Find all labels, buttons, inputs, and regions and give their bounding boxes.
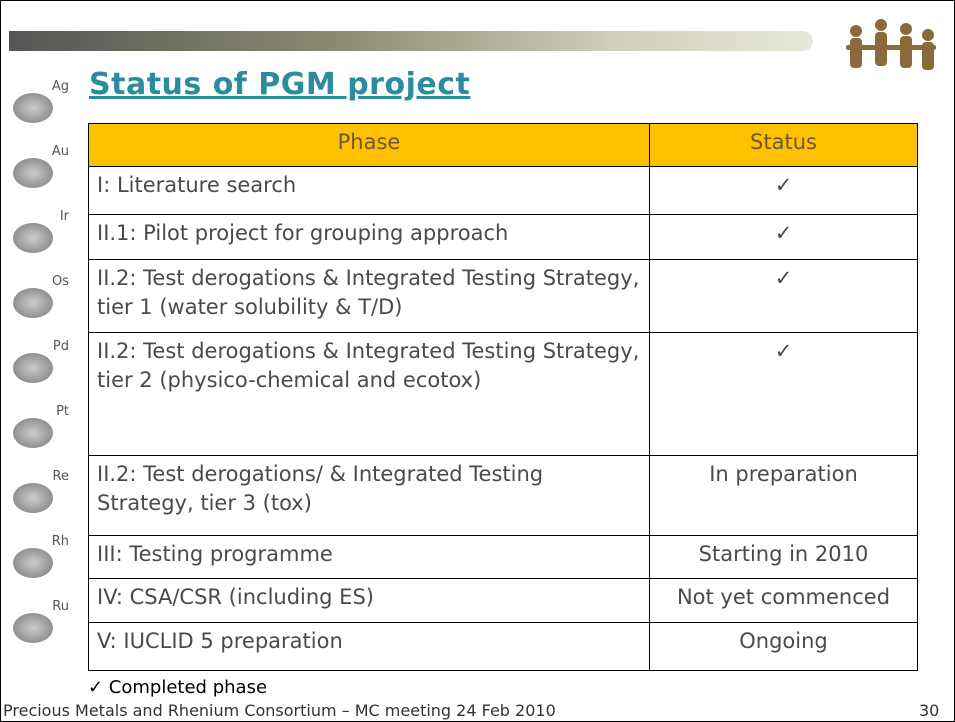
element-label: Os	[51, 274, 69, 289]
element-image	[13, 483, 53, 513]
status-cell: Ongoing	[649, 622, 918, 671]
element-icon: Ru	[9, 599, 69, 659]
table-row: II.2: Test derogations/ & Integrated Tes…	[88, 455, 918, 536]
element-label: Rh	[51, 534, 69, 549]
phase-cell: II.2: Test derogations/ & Integrated Tes…	[88, 455, 650, 536]
element-label: Ag	[51, 79, 69, 94]
logo	[846, 19, 936, 70]
element-icon: Ag	[9, 79, 69, 139]
phase-cell: III: Testing programme	[88, 535, 650, 579]
page-number: 30	[919, 701, 940, 720]
element-label: Pt	[56, 404, 69, 419]
element-icon: Pt	[9, 404, 69, 464]
element-icon: Re	[9, 469, 69, 529]
element-image	[13, 158, 53, 188]
element-image	[13, 93, 53, 123]
table-row: IV: CSA/CSR (including ES) Not yet commen…	[88, 578, 918, 623]
element-label: Ir	[59, 209, 69, 224]
element-label: Pd	[52, 339, 69, 354]
element-label: Re	[52, 469, 69, 484]
column-header: Status	[649, 123, 918, 167]
status-cell: ✓	[649, 332, 918, 456]
element-image	[13, 548, 53, 578]
table-row: II.2: Test derogations & Integrated Test…	[88, 332, 918, 456]
phase-cell: II.1: Pilot project for grouping approac…	[88, 214, 650, 260]
table-row: V: IUCLID 5 preparation Ongoing	[88, 622, 918, 671]
footer-text: Precious Metals and Rhenium Consortium –…	[3, 701, 556, 720]
element-image	[13, 353, 53, 383]
phase-cell: II.2: Test derogations & Integrated Test…	[88, 259, 650, 333]
column-header: Phase	[88, 123, 650, 167]
phase-cell: IV: CSA/CSR (including ES)	[88, 578, 650, 623]
element-label: Au	[51, 144, 69, 159]
element-label: Ru	[52, 599, 69, 614]
phase-cell: V: IUCLID 5 preparation	[88, 622, 650, 671]
status-cell: ✓	[649, 214, 918, 260]
element-image	[13, 418, 53, 448]
element-icon: Os	[9, 274, 69, 334]
status-table: Phase Status I: Literature search ✓ II.1: …	[88, 123, 918, 671]
title: Status of PGM project	[89, 67, 471, 102]
table-row: II.2: Test derogations & Integrated Test…	[88, 259, 918, 333]
status-cell: In preparation	[649, 455, 918, 536]
element-icon: Au	[9, 144, 69, 204]
element-icon: Rh	[9, 534, 69, 594]
status-cell: Starting in 2010	[649, 535, 918, 579]
status-cell: Not yet commenced	[649, 578, 918, 623]
header-row: Phase Status	[88, 123, 918, 167]
element-icon: Pd	[9, 339, 69, 399]
status-cell: ✓	[649, 259, 918, 333]
footnote: ✓ Completed phase	[88, 677, 268, 698]
phase-cell: I: Literature search	[88, 166, 650, 215]
element-image	[13, 288, 53, 318]
header-bar	[9, 31, 813, 51]
table-row: II.1: Pilot project for grouping approac…	[88, 214, 918, 260]
element-icon: Ir	[9, 209, 69, 269]
element-image	[13, 613, 53, 643]
table-row: I: Literature search ✓	[88, 166, 918, 215]
element-image	[13, 223, 53, 253]
status-cell: ✓	[649, 166, 918, 215]
phase-cell: II.2: Test derogations & Integrated Test…	[88, 332, 650, 456]
table-row: III: Testing programme Starting in 2010	[88, 535, 918, 579]
